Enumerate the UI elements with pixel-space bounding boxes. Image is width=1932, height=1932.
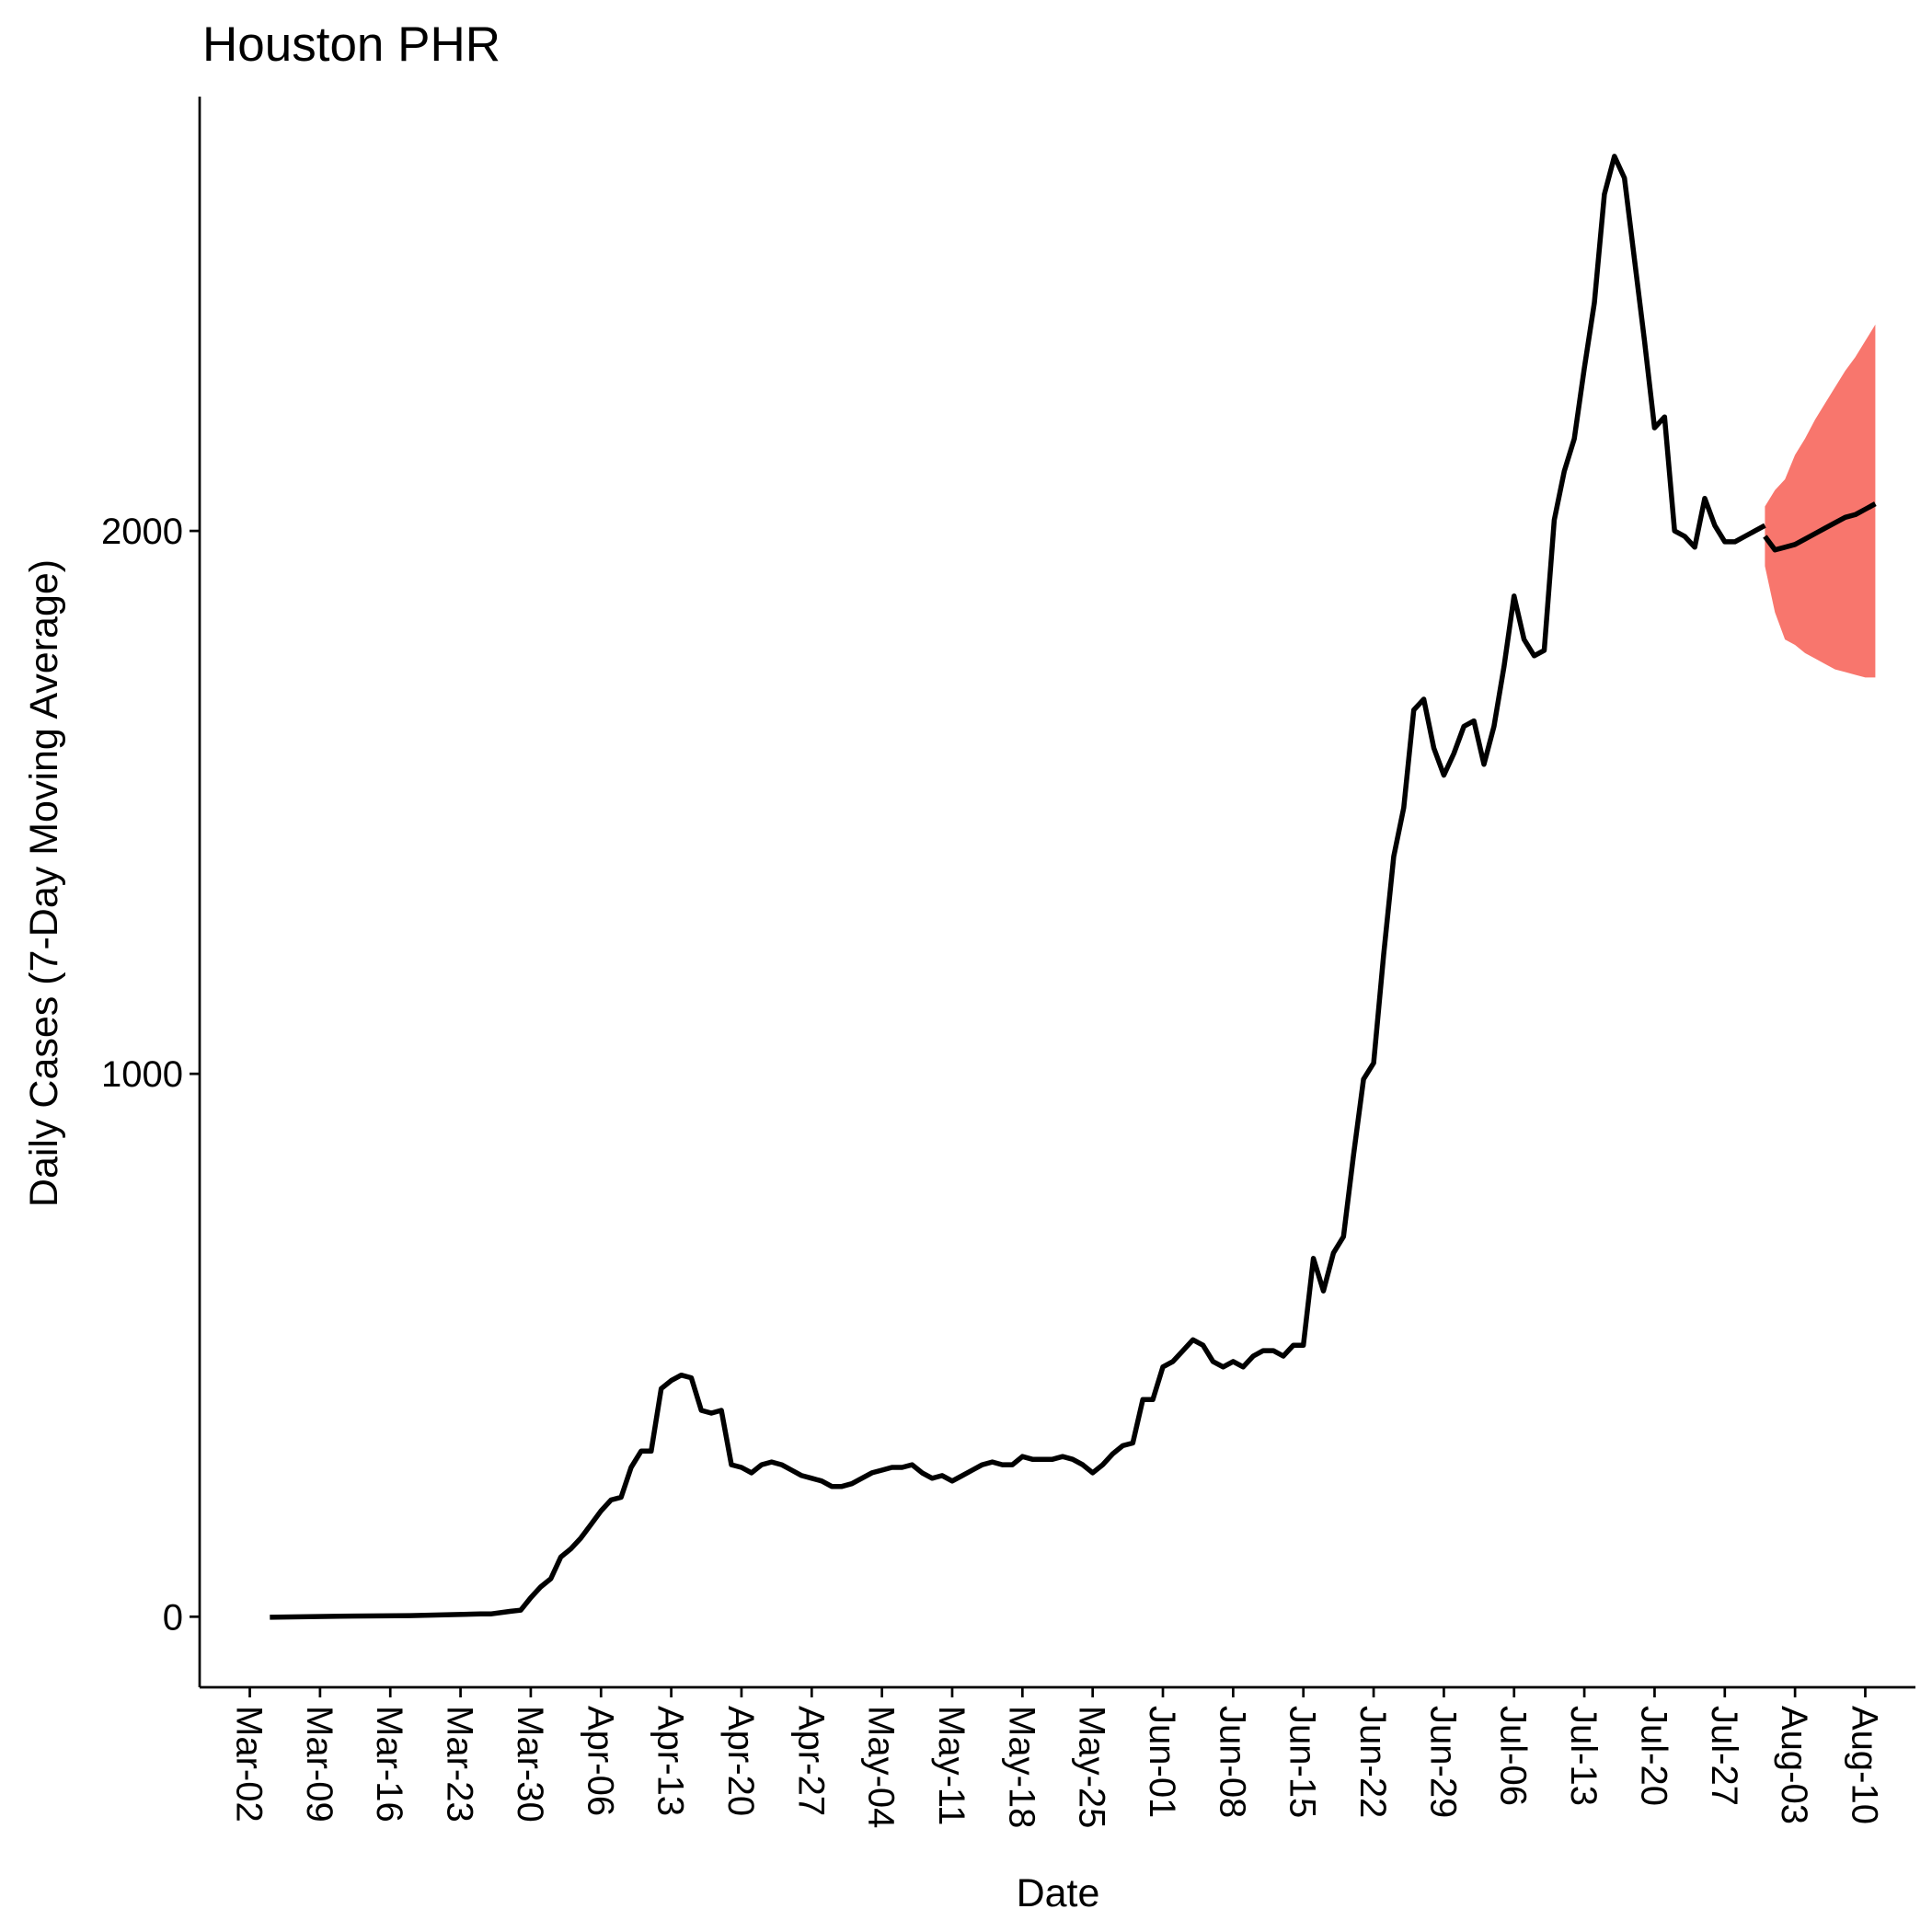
- y-ticks: 0 1000 2000: [101, 512, 200, 1638]
- x-tick-label: Aug-10: [1845, 1706, 1885, 1824]
- x-ticks: Mar-02 Mar-09 Mar-16 Mar-23 Mar-30 Apr-06 Apr-…: [229, 1687, 1885, 1828]
- x-tick-label: Mar-02: [229, 1706, 270, 1823]
- series-line-forecast: [1763, 501, 1877, 553]
- x-tick-label: Jun-01: [1142, 1706, 1182, 1818]
- x-tick-label: Jun-08: [1212, 1706, 1252, 1818]
- y-axis-title: Daily Cases (7-Day Moving Average): [22, 559, 66, 1207]
- plot-area: [270, 154, 1877, 1620]
- x-tick-label: Aug-03: [1774, 1706, 1814, 1824]
- x-tick-label: May-25: [1072, 1706, 1112, 1828]
- x-tick-label: Jul-06: [1493, 1706, 1534, 1806]
- y-tick-label: 2000: [101, 512, 183, 552]
- y-tick-label: 0: [163, 1597, 183, 1638]
- x-tick-label: Apr-13: [650, 1706, 691, 1816]
- x-tick-label: Apr-27: [790, 1706, 831, 1816]
- x-tick-label: Apr-06: [580, 1706, 620, 1816]
- x-tick-label: Mar-30: [510, 1706, 550, 1823]
- y-tick-label: 1000: [101, 1054, 183, 1095]
- x-tick-label: May-18: [1001, 1706, 1041, 1828]
- x-tick-label: Apr-20: [720, 1706, 761, 1816]
- x-tick-label: Jul-20: [1633, 1706, 1673, 1806]
- x-tick-label: Jul-13: [1563, 1706, 1604, 1806]
- forecast-band: [1765, 324, 1876, 678]
- x-tick-label: May-11: [931, 1706, 972, 1825]
- x-tick-label: Jun-29: [1422, 1706, 1463, 1818]
- x-tick-label: Mar-23: [440, 1706, 480, 1823]
- series-line-cases: [270, 154, 1766, 1620]
- x-tick-label: Jul-27: [1704, 1706, 1744, 1806]
- x-tick-label: Jun-22: [1352, 1706, 1393, 1818]
- x-tick-label: May-04: [861, 1706, 902, 1828]
- x-tick-label: Mar-16: [369, 1706, 409, 1823]
- chart-title: Houston PHR: [202, 17, 500, 72]
- x-tick-label: Jun-15: [1282, 1706, 1323, 1818]
- x-tick-label: Mar-09: [299, 1706, 339, 1823]
- x-axis-title: Date: [1017, 1871, 1100, 1915]
